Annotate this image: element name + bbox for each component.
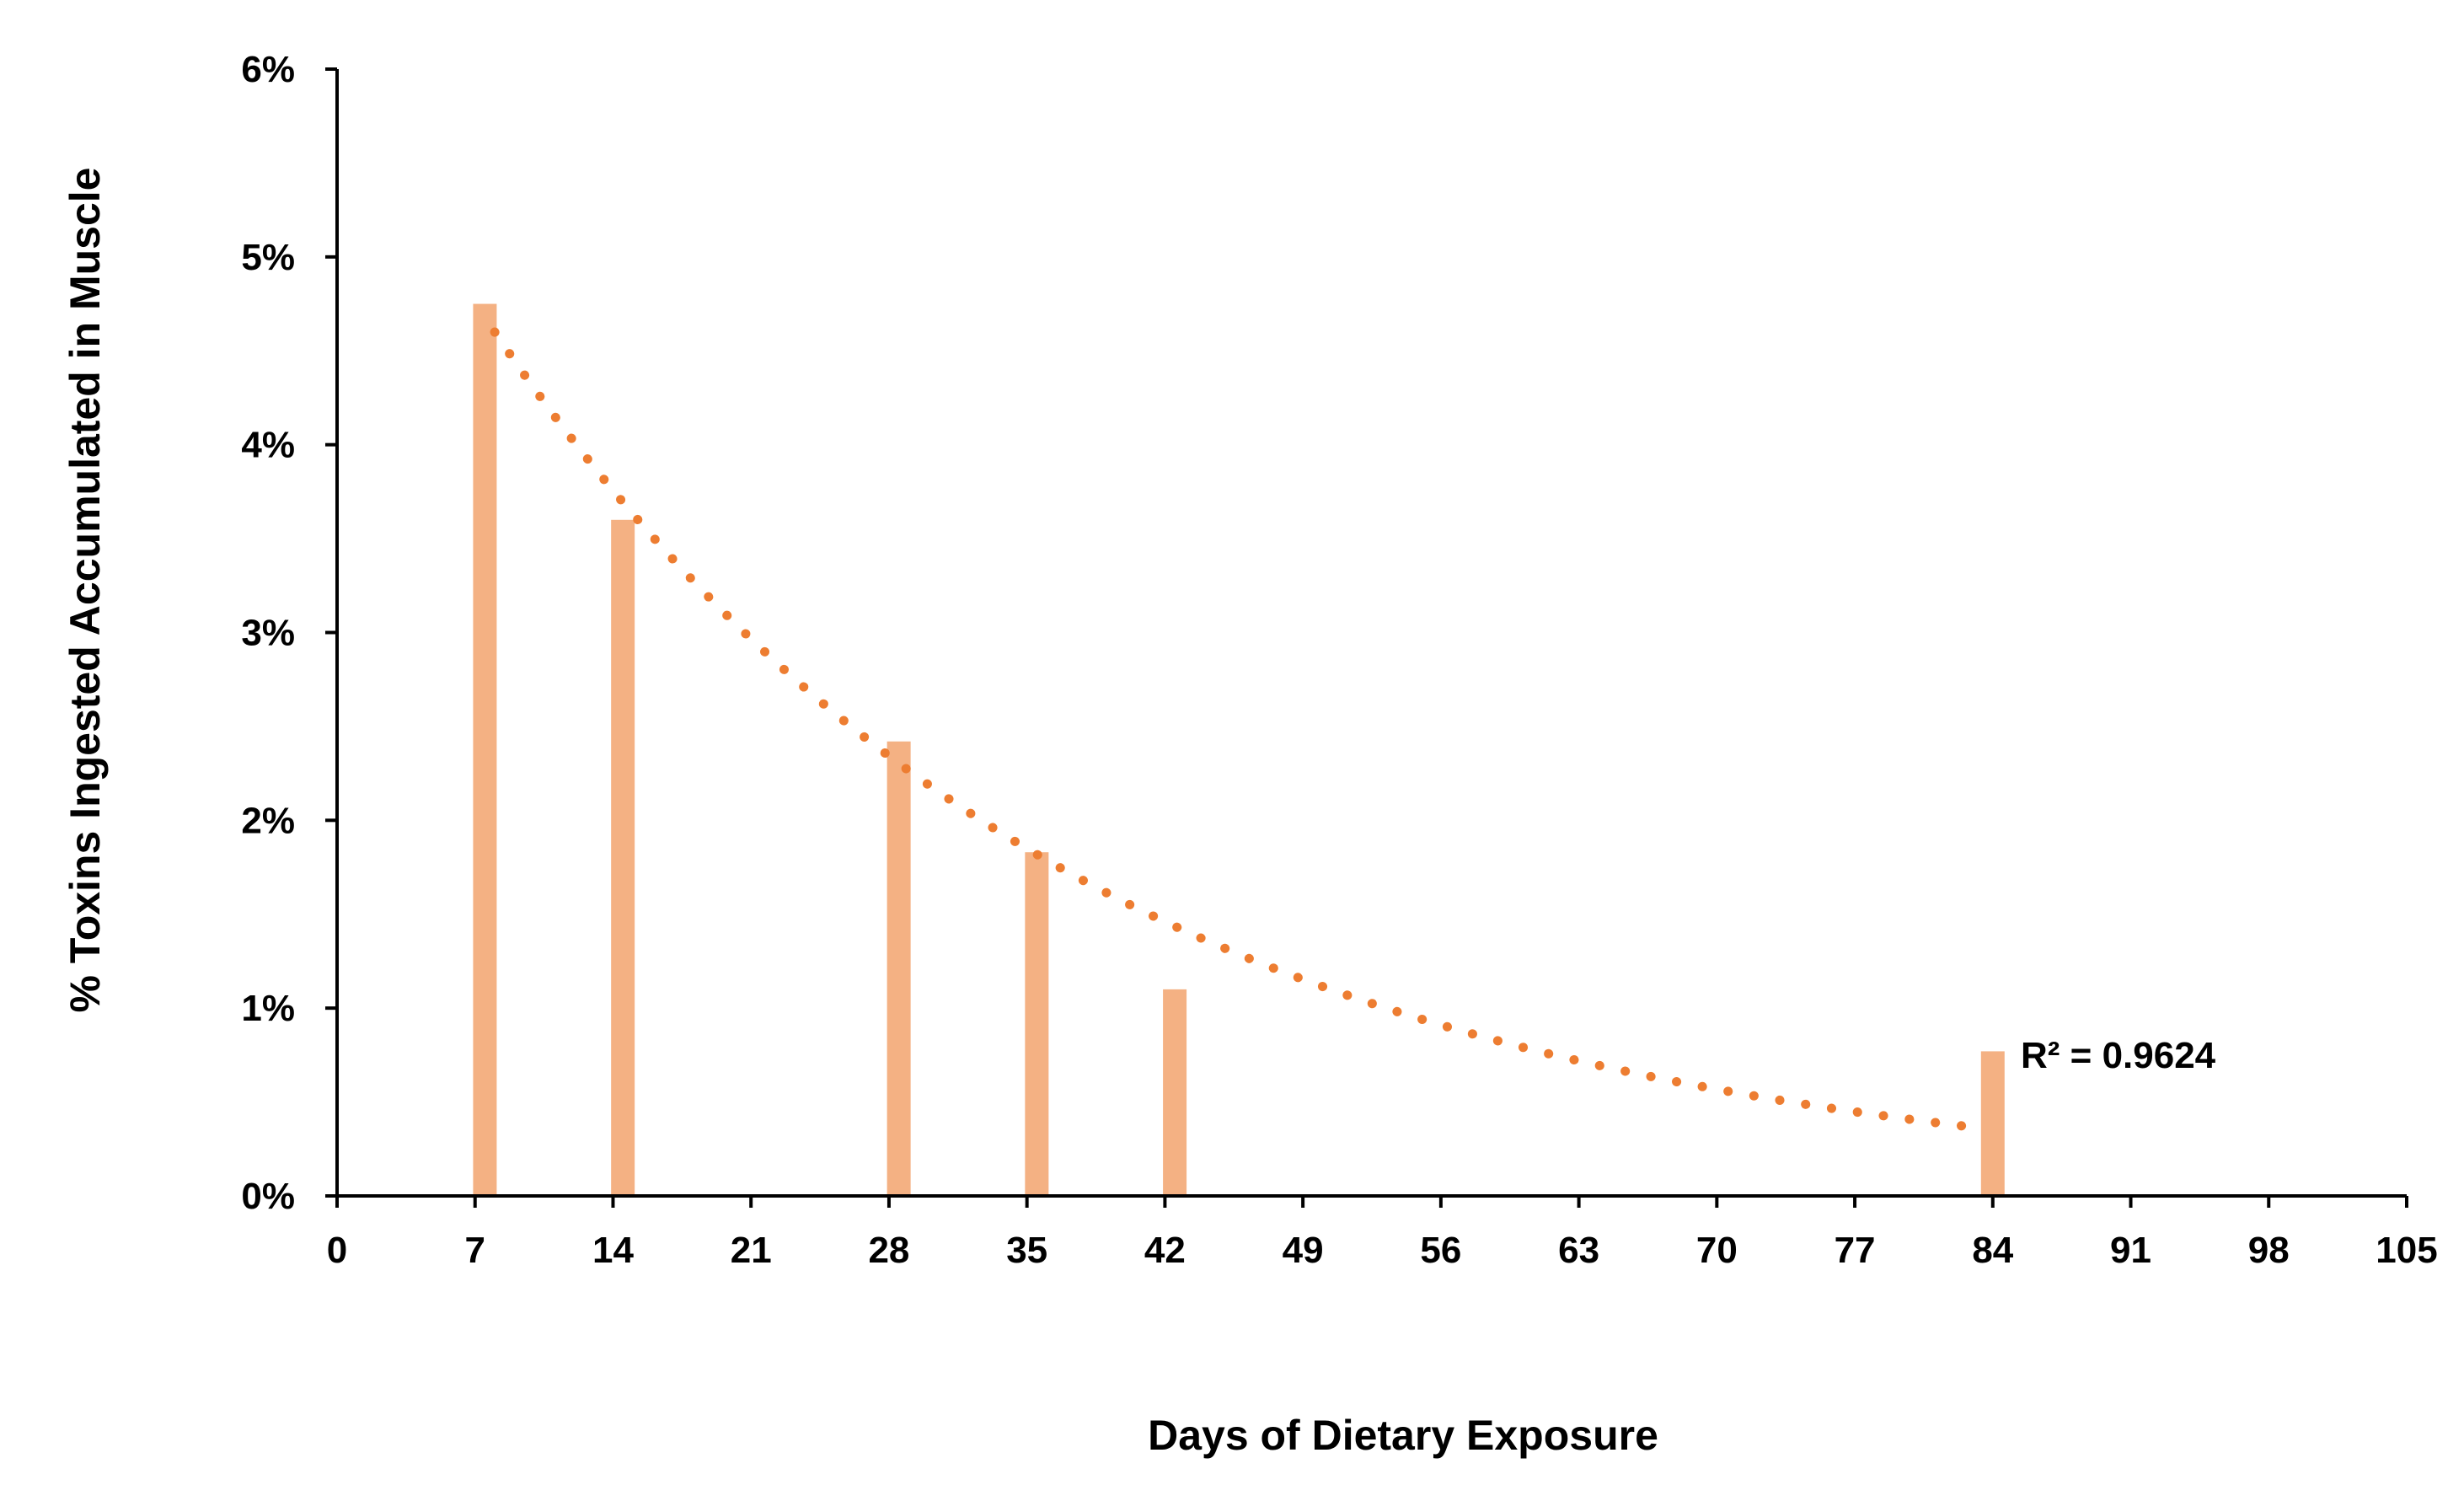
x-tick-label: 77 [1835, 1230, 1876, 1271]
bar [1980, 1051, 2005, 1196]
axes [325, 67, 2408, 1208]
x-tick-label: 14 [592, 1230, 634, 1271]
y-tick-label: 2% [241, 800, 295, 841]
x-tick-label: 98 [2248, 1230, 2290, 1271]
bar [611, 519, 635, 1196]
x-tick-label: 21 [731, 1230, 772, 1271]
y-tick-label: 5% [241, 237, 295, 278]
y-tick-label: 6% [241, 49, 295, 90]
x-tick-label: 49 [1283, 1230, 1324, 1271]
y-tick-label: 4% [241, 425, 295, 466]
x-tick-label: 28 [868, 1230, 909, 1271]
bar [887, 741, 911, 1196]
x-tick-label: 0 [327, 1230, 347, 1271]
y-tick-label: 1% [241, 988, 295, 1029]
y-tick-label: 3% [241, 613, 295, 654]
trendline [490, 327, 1988, 1134]
bar-series [473, 303, 2005, 1197]
x-tick-label: 7 [464, 1230, 485, 1271]
bar [1025, 852, 1049, 1196]
x-tick-label: 35 [1006, 1230, 1047, 1271]
x-tick-label: 70 [1696, 1230, 1738, 1271]
x-tick-label: 84 [1972, 1230, 2013, 1271]
x-tick-label: 63 [1558, 1230, 1599, 1271]
x-axis-title: Days of Dietary Exposure [1148, 1412, 1658, 1459]
y-tick-label: 0% [241, 1176, 295, 1217]
r-squared-label: R² = 0.9624 [2021, 1035, 2216, 1076]
trendline-series [490, 327, 1988, 1134]
bar [473, 303, 497, 1197]
x-tick-label: 42 [1144, 1230, 1186, 1271]
y-tick-labels: 0% 1% 2% 3% 4% 5% 6% [241, 49, 295, 1217]
x-tick-label: 56 [1420, 1230, 1461, 1271]
x-tick-label: 91 [2110, 1230, 2151, 1271]
bar [1163, 989, 1187, 1196]
x-tick-label: 105 [2376, 1230, 2437, 1271]
y-axis-title: % Toxins Ingested Accumulated in Muscle [62, 168, 109, 1013]
x-tick-labels: 0 7 14 21 28 35 42 49 56 63 70 77 84 91 98 105 [327, 1230, 2438, 1271]
